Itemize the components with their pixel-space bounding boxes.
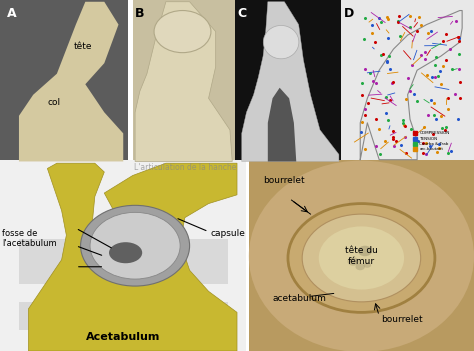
Circle shape [81,205,190,286]
FancyBboxPatch shape [19,302,228,330]
Ellipse shape [264,25,299,59]
Text: TENSION: TENSION [419,137,438,141]
Polygon shape [135,2,232,161]
Text: COMPRESSION: COMPRESSION [419,131,450,135]
FancyBboxPatch shape [19,239,228,284]
Text: Acetabulum: Acetabulum [86,332,160,342]
Circle shape [356,263,365,270]
Text: capsule: capsule [211,229,246,238]
Text: Courbe & Trab: Courbe & Trab [419,142,449,146]
Polygon shape [28,163,237,351]
Circle shape [319,226,404,290]
FancyBboxPatch shape [235,0,341,160]
Text: bourrelet: bourrelet [382,315,423,324]
FancyBboxPatch shape [0,0,128,160]
Text: bourrelet: bourrelet [263,176,305,185]
Ellipse shape [109,242,142,263]
Circle shape [364,262,371,268]
Circle shape [154,11,211,53]
FancyBboxPatch shape [249,160,474,351]
Text: col: col [48,98,61,107]
FancyBboxPatch shape [341,0,474,160]
FancyBboxPatch shape [133,0,235,160]
Circle shape [302,214,420,302]
Circle shape [288,204,435,312]
Polygon shape [19,2,123,161]
Polygon shape [242,2,339,161]
Text: fosse de
l'acetabulum: fosse de l'acetabulum [2,229,57,249]
Text: L'articulation de la hanche: L'articulation de la hanche [134,163,236,172]
Text: tête du
fémur: tête du fémur [345,246,378,266]
Text: D: D [344,7,354,20]
Text: A: A [7,7,17,20]
Ellipse shape [249,160,474,351]
Circle shape [90,212,180,279]
Circle shape [347,257,359,266]
Text: acetabulum: acetabulum [273,294,327,303]
Text: tête: tête [73,42,92,51]
Text: B: B [135,7,145,20]
Circle shape [358,246,372,256]
Text: C: C [237,7,246,20]
FancyBboxPatch shape [0,160,246,351]
Polygon shape [268,88,296,161]
Text: arc-boutant: arc-boutant [419,147,444,151]
